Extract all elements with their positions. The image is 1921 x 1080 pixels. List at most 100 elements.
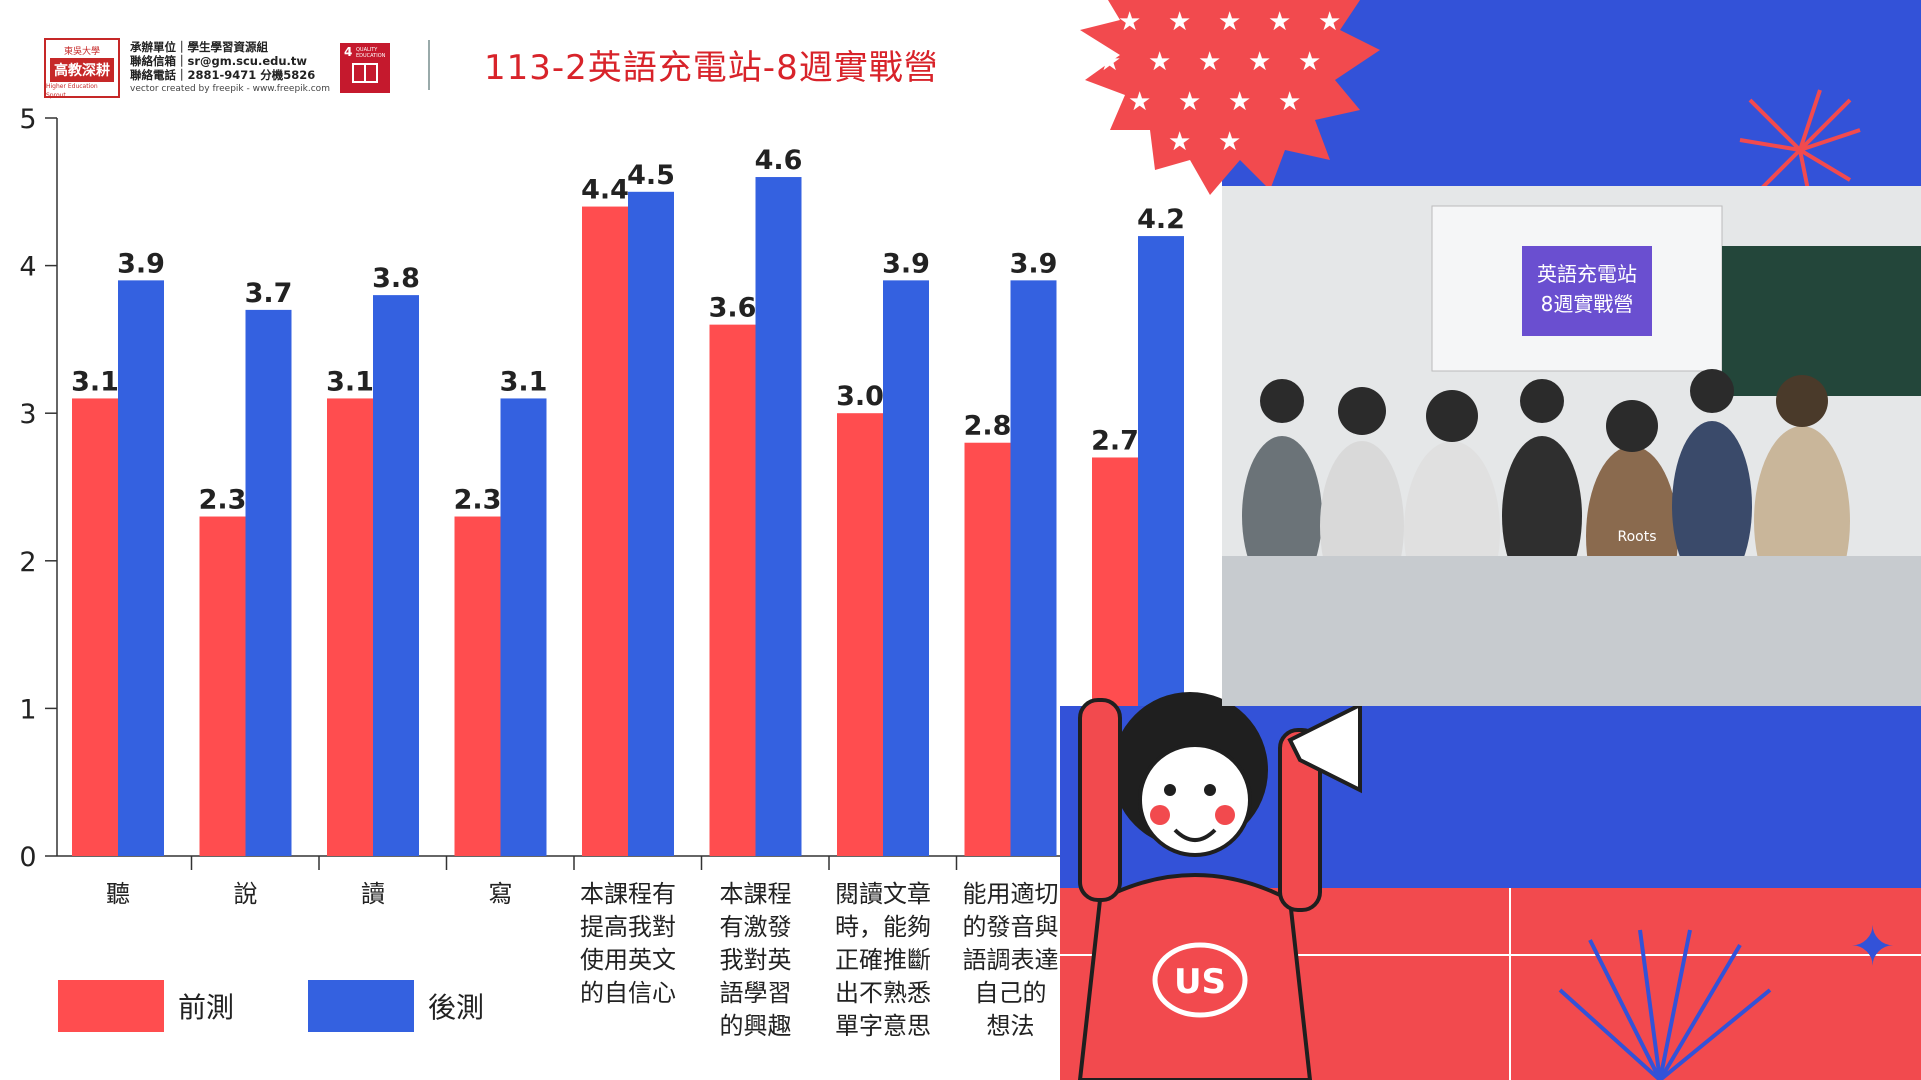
data-label-post: 4.2: [1137, 204, 1185, 235]
decorative-background: ★ ★ ★ ★ ★ ★ ★ ★ ★ ★ ★ ★ ★ ★ ★ ★ ✦ US: [1060, 0, 1921, 1080]
data-label-pre: 2.7: [1091, 425, 1139, 456]
bar-chart: 0 1 2 3 4 5 3.1 3.9 聽 2.3 3.7 說 3.1 3.8 讀 2.3 3.1 寫 4.44.5…: [19, 104, 1200, 1040]
bar-post: [883, 280, 929, 856]
credit-line: vector created by freepik - www.freepik.…: [130, 84, 330, 94]
blackboard: [1722, 246, 1921, 396]
class-group-photo: 英語充電站 8週實戰營 Roots: [1222, 186, 1921, 706]
data-label-post: 3.9: [1010, 248, 1058, 279]
cartoon-character-icon: US: [1077, 692, 1362, 1080]
svg-text:★: ★: [1168, 127, 1191, 157]
desks: [1222, 556, 1921, 706]
red-starburst: [1080, 0, 1380, 195]
email-line: 聯絡信箱｜sr@gm.scu.edu.tw: [130, 54, 308, 68]
x-category-label: 的發音與: [963, 913, 1059, 941]
svg-text:★: ★: [1198, 47, 1221, 77]
data-label-pre: 3.6: [709, 293, 757, 324]
x-category-label: 正確推斷: [835, 946, 931, 974]
data-label-post: 4.6: [755, 145, 803, 176]
x-category-label: 說: [234, 880, 258, 908]
bar-pre: [709, 324, 756, 856]
data-label-pre: 2.8: [964, 411, 1012, 442]
university-logo: 東吳大學 高教深耕 Higher Education Sprout: [44, 38, 120, 99]
x-category-label: 能用適切: [963, 880, 1059, 908]
svg-text:★: ★: [1248, 47, 1271, 77]
bar-post: [373, 295, 419, 856]
svg-text:★: ★: [1228, 87, 1251, 117]
svg-text:★: ★: [1268, 7, 1291, 37]
data-label-post: 3.7: [245, 278, 293, 309]
y-tick-label: 3: [19, 399, 36, 430]
legend-post-label: 後測: [428, 991, 485, 1024]
bar-post: [1010, 280, 1057, 856]
legend-pre-label: 前測: [178, 991, 235, 1024]
svg-text:★: ★: [1298, 47, 1321, 77]
x-category-label: 想法: [987, 1012, 1035, 1040]
bar-pre: [964, 442, 1011, 856]
x-category-label: 時，能夠: [835, 913, 931, 941]
book-icon: [351, 63, 378, 83]
y-tick-label: 5: [19, 104, 36, 135]
x-category-label: 聽: [106, 880, 130, 908]
svg-text:★: ★: [1178, 87, 1201, 117]
x-category-label: 我對英: [720, 946, 792, 974]
firework-bottom-icon: [1558, 929, 1772, 1080]
data-label-post: 3.9: [117, 248, 165, 279]
logo-main-text: 高教深耕: [50, 57, 114, 82]
x-category-label: 閱讀文章: [835, 880, 931, 908]
svg-text:★: ★: [1148, 47, 1171, 77]
sdg-4-badge-icon: 4 QUALITY EDUCATION: [339, 43, 390, 93]
bar-pre: [199, 516, 246, 856]
bar-post: [245, 309, 292, 856]
bar-pre: [837, 413, 883, 856]
header: 東吳大學 高教深耕 Higher Education Sprout 承辦單位｜學…: [44, 38, 390, 99]
screen-title-1: 英語充電站: [1537, 262, 1637, 286]
legend-post: 後測: [308, 980, 484, 1032]
x-category-label: 單字意思: [835, 1012, 931, 1040]
header-divider: [428, 40, 430, 90]
svg-text:★: ★: [1278, 87, 1301, 117]
x-category-label: 語學習: [720, 979, 792, 1007]
phone-line: 聯絡電話｜2881-9471 分機5826: [130, 68, 316, 82]
svg-text:★: ★: [1318, 7, 1341, 37]
photo-shirt-text: Roots: [1617, 529, 1656, 545]
x-category-label: 本課程有: [580, 880, 676, 908]
x-category-label: 有激發: [720, 913, 792, 941]
data-label-pre: 3.1: [71, 366, 119, 397]
data-label-post: 3.8: [372, 263, 420, 294]
x-category-label: 提高我對: [580, 913, 676, 941]
bar-pre: [454, 516, 501, 856]
x-category-label: 的自信心: [580, 979, 676, 1007]
x-category-label: 自己的: [975, 979, 1047, 1007]
svg-text:★: ★: [1128, 87, 1151, 117]
data-label-post: 3.9: [882, 248, 930, 279]
y-tick-label: 0: [19, 842, 36, 873]
screen-poster: [1522, 246, 1652, 336]
y-tick-label: 4: [19, 252, 36, 283]
svg-text:★: ★: [1098, 47, 1121, 77]
svg-text:★: ★: [1218, 127, 1241, 157]
bar-post: [118, 280, 164, 856]
bar-pre: [327, 398, 373, 856]
svg-text:★: ★: [1168, 7, 1191, 37]
data-label-post: 3.1: [500, 366, 548, 397]
bar-post: [755, 177, 802, 856]
sdg-text: QUALITY EDUCATION: [355, 47, 386, 59]
screen-title-2: 8週實戰營: [1541, 292, 1634, 316]
legend-pre-swatch: [58, 980, 164, 1032]
x-category-label: 使用英文: [580, 946, 676, 974]
logo-sub-text: Higher Education Sprout: [46, 82, 98, 99]
data-label-post: 4.5: [627, 160, 675, 191]
character-shirt-text: US: [1174, 962, 1226, 1002]
data-label-pre: 2.3: [454, 485, 502, 516]
data-label-pre: 3.0: [836, 381, 884, 412]
bar-post: [500, 398, 547, 856]
y-tick-label: 2: [19, 547, 36, 578]
data-label-pre: 3.1: [326, 366, 374, 397]
x-category-label: 出不熟悉: [835, 979, 931, 1007]
x-category-label: 寫: [489, 880, 513, 908]
page-title: 113-2英語充電站-8週實戰營: [484, 48, 939, 88]
legend-pre: 前測: [58, 980, 234, 1032]
data-label-pre: 4.4: [581, 175, 629, 206]
bar-pre: [72, 398, 118, 856]
star-icons: ★ ★ ★ ★ ★ ★ ★ ★ ★ ★ ★ ★ ★ ★ ★ ★: [1098, 7, 1341, 157]
